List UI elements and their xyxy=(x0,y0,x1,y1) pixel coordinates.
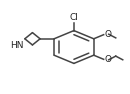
Text: Cl: Cl xyxy=(69,13,78,22)
Text: O: O xyxy=(104,30,111,39)
Text: HN: HN xyxy=(10,41,24,50)
Text: O: O xyxy=(104,55,111,64)
